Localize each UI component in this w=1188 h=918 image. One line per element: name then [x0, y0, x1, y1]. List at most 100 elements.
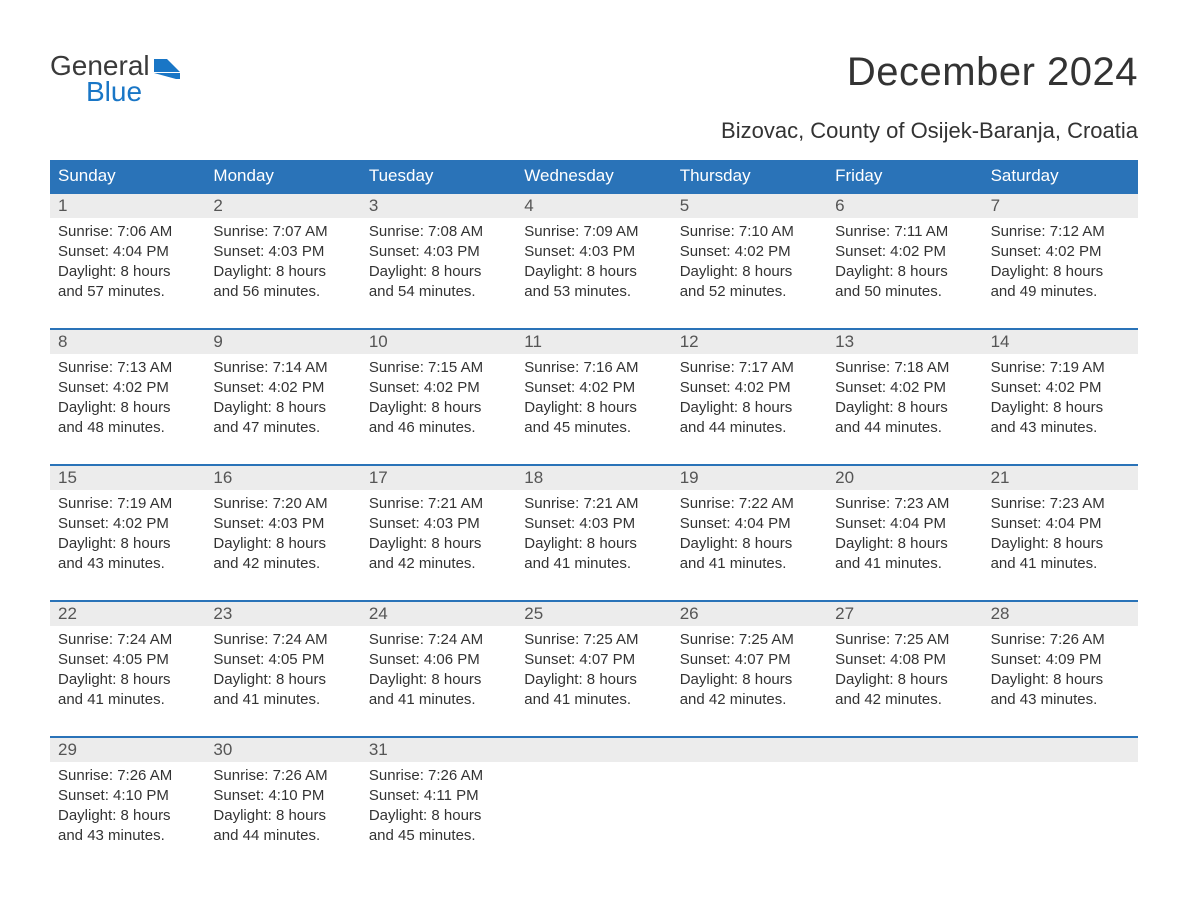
day-sunrise: Sunrise: 7:26 AM: [213, 766, 352, 786]
day-sunrise: Sunrise: 7:24 AM: [369, 630, 508, 650]
day-d2: and 41 minutes.: [991, 554, 1130, 574]
day-sunset: Sunset: 4:02 PM: [58, 514, 197, 534]
weekday-header: Saturday: [983, 160, 1138, 192]
day-sunrise: Sunrise: 7:19 AM: [991, 358, 1130, 378]
day-sunset: Sunset: 4:03 PM: [524, 242, 663, 262]
brand-logo: General Blue: [50, 50, 180, 108]
day-d1: Daylight: 8 hours: [58, 398, 197, 418]
day-cell: Sunrise: 7:21 AMSunset: 4:03 PMDaylight:…: [361, 490, 516, 578]
day-cell: Sunrise: 7:16 AMSunset: 4:02 PMDaylight:…: [516, 354, 671, 442]
day-data-row: Sunrise: 7:19 AMSunset: 4:02 PMDaylight:…: [50, 490, 1138, 578]
day-cell: Sunrise: 7:26 AMSunset: 4:10 PMDaylight:…: [205, 762, 360, 850]
day-d1: Daylight: 8 hours: [369, 398, 508, 418]
brand-flag-icon: [154, 59, 180, 79]
day-d2: and 41 minutes.: [369, 690, 508, 710]
day-number: 26: [672, 602, 827, 626]
day-cell: Sunrise: 7:21 AMSunset: 4:03 PMDaylight:…: [516, 490, 671, 578]
day-d1: Daylight: 8 hours: [213, 670, 352, 690]
page-title: December 2024: [847, 50, 1138, 95]
day-d2: and 43 minutes.: [991, 690, 1130, 710]
day-number: 20: [827, 466, 982, 490]
day-number: 15: [50, 466, 205, 490]
day-sunrise: Sunrise: 7:10 AM: [680, 222, 819, 242]
day-d2: and 41 minutes.: [835, 554, 974, 574]
day-cell: Sunrise: 7:23 AMSunset: 4:04 PMDaylight:…: [827, 490, 982, 578]
day-d2: and 56 minutes.: [213, 282, 352, 302]
brand-word-2: Blue: [86, 76, 180, 108]
day-sunset: Sunset: 4:04 PM: [835, 514, 974, 534]
day-number: 13: [827, 330, 982, 354]
day-sunset: Sunset: 4:09 PM: [991, 650, 1130, 670]
day-cell: Sunrise: 7:24 AMSunset: 4:05 PMDaylight:…: [50, 626, 205, 714]
day-sunrise: Sunrise: 7:23 AM: [991, 494, 1130, 514]
day-sunrise: Sunrise: 7:26 AM: [369, 766, 508, 786]
day-number: 16: [205, 466, 360, 490]
day-d2: and 54 minutes.: [369, 282, 508, 302]
day-sunset: Sunset: 4:03 PM: [369, 242, 508, 262]
day-number-row: 22232425262728: [50, 600, 1138, 626]
week-row: 15161718192021Sunrise: 7:19 AMSunset: 4:…: [50, 464, 1138, 578]
day-cell: Sunrise: 7:19 AMSunset: 4:02 PMDaylight:…: [983, 354, 1138, 442]
day-cell: Sunrise: 7:15 AMSunset: 4:02 PMDaylight:…: [361, 354, 516, 442]
day-sunset: Sunset: 4:04 PM: [991, 514, 1130, 534]
day-sunrise: Sunrise: 7:14 AM: [213, 358, 352, 378]
day-sunset: Sunset: 4:02 PM: [680, 242, 819, 262]
day-cell: Sunrise: 7:14 AMSunset: 4:02 PMDaylight:…: [205, 354, 360, 442]
day-number: 2: [205, 194, 360, 218]
day-cell: Sunrise: 7:26 AMSunset: 4:11 PMDaylight:…: [361, 762, 516, 850]
day-sunrise: Sunrise: 7:18 AM: [835, 358, 974, 378]
day-cell: Sunrise: 7:08 AMSunset: 4:03 PMDaylight:…: [361, 218, 516, 306]
day-d2: and 42 minutes.: [369, 554, 508, 574]
day-sunset: Sunset: 4:05 PM: [58, 650, 197, 670]
weekday-header: Monday: [205, 160, 360, 192]
weekday-header-row: SundayMondayTuesdayWednesdayThursdayFrid…: [50, 160, 1138, 192]
day-sunset: Sunset: 4:07 PM: [524, 650, 663, 670]
day-d1: Daylight: 8 hours: [524, 398, 663, 418]
day-sunset: Sunset: 4:02 PM: [991, 378, 1130, 398]
day-sunset: Sunset: 4:06 PM: [369, 650, 508, 670]
day-d1: Daylight: 8 hours: [835, 534, 974, 554]
day-cell: Sunrise: 7:20 AMSunset: 4:03 PMDaylight:…: [205, 490, 360, 578]
day-sunrise: Sunrise: 7:21 AM: [524, 494, 663, 514]
day-sunrise: Sunrise: 7:09 AM: [524, 222, 663, 242]
day-sunset: Sunset: 4:02 PM: [213, 378, 352, 398]
day-data-row: Sunrise: 7:13 AMSunset: 4:02 PMDaylight:…: [50, 354, 1138, 442]
day-cell: Sunrise: 7:12 AMSunset: 4:02 PMDaylight:…: [983, 218, 1138, 306]
day-cell: Sunrise: 7:10 AMSunset: 4:02 PMDaylight:…: [672, 218, 827, 306]
weekday-header: Wednesday: [516, 160, 671, 192]
day-sunrise: Sunrise: 7:17 AM: [680, 358, 819, 378]
day-d1: Daylight: 8 hours: [524, 670, 663, 690]
day-number-row: 1234567: [50, 192, 1138, 218]
day-cell: Sunrise: 7:25 AMSunset: 4:07 PMDaylight:…: [516, 626, 671, 714]
day-number: 3: [361, 194, 516, 218]
day-d1: Daylight: 8 hours: [524, 262, 663, 282]
day-cell: Sunrise: 7:24 AMSunset: 4:05 PMDaylight:…: [205, 626, 360, 714]
day-number: 24: [361, 602, 516, 626]
week-row: 1234567Sunrise: 7:06 AMSunset: 4:04 PMDa…: [50, 192, 1138, 306]
day-d2: and 41 minutes.: [58, 690, 197, 710]
day-d2: and 41 minutes.: [213, 690, 352, 710]
day-d2: and 41 minutes.: [524, 690, 663, 710]
day-d1: Daylight: 8 hours: [213, 398, 352, 418]
day-number: 18: [516, 466, 671, 490]
week-row: 293031 Sunrise: 7:26 AMSunset: 4:10 PMDa…: [50, 736, 1138, 850]
day-number: 14: [983, 330, 1138, 354]
day-d2: and 41 minutes.: [524, 554, 663, 574]
day-sunset: Sunset: 4:02 PM: [58, 378, 197, 398]
day-number: 10: [361, 330, 516, 354]
day-d2: and 45 minutes.: [524, 418, 663, 438]
day-sunrise: Sunrise: 7:23 AM: [835, 494, 974, 514]
day-number: [672, 738, 827, 762]
day-sunrise: Sunrise: 7:16 AM: [524, 358, 663, 378]
day-sunset: Sunset: 4:03 PM: [213, 514, 352, 534]
day-d2: and 43 minutes.: [991, 418, 1130, 438]
day-d2: and 44 minutes.: [213, 826, 352, 846]
day-sunrise: Sunrise: 7:08 AM: [369, 222, 508, 242]
day-sunset: Sunset: 4:11 PM: [369, 786, 508, 806]
day-number: 1: [50, 194, 205, 218]
day-number: 29: [50, 738, 205, 762]
day-d2: and 44 minutes.: [835, 418, 974, 438]
day-sunrise: Sunrise: 7:15 AM: [369, 358, 508, 378]
day-number: 11: [516, 330, 671, 354]
day-sunset: Sunset: 4:03 PM: [213, 242, 352, 262]
